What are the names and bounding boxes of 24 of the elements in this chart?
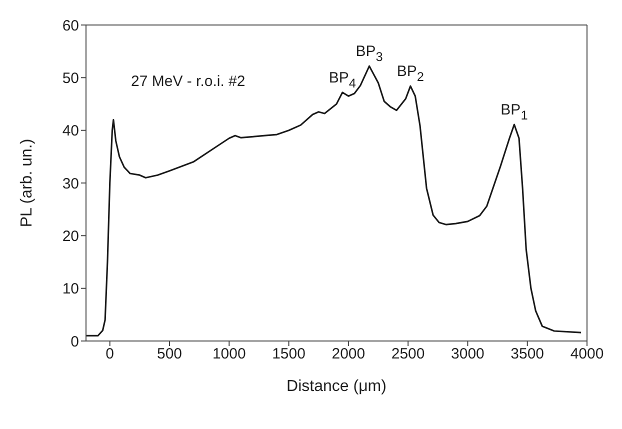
annotation: 27 MeV - r.o.i. #2 — [131, 73, 246, 90]
y-tick-label: 30 — [62, 175, 79, 192]
y-tick-label: 50 — [62, 70, 79, 87]
y-tick-label: 40 — [62, 122, 79, 140]
x-axis-title: Distance (μm) — [286, 378, 386, 395]
line-series — [86, 65, 582, 337]
x-tick-label: 0 — [106, 346, 114, 363]
x-tick-label: 1000 — [212, 346, 246, 363]
y-tick-label: 20 — [62, 228, 79, 245]
y-tick-label: 60 — [62, 17, 79, 34]
annotation: BP$_{4}$ — [328, 69, 356, 90]
x-tick-label: 3500 — [510, 346, 544, 363]
annotation: BP$_{3}$ — [356, 43, 383, 64]
y-tick-label: 10 — [62, 280, 79, 298]
y-tick-label: 0 — [70, 333, 79, 350]
x-tick-label: 2000 — [332, 346, 366, 363]
x-tick-label: 4000 — [570, 346, 604, 363]
x-tick-label: 1500 — [272, 346, 306, 363]
annotation: BP$_{2}$ — [396, 63, 424, 84]
annotation: BP$_{1}$ — [500, 102, 528, 122]
y-axis-title: PL (arb. un.) — [18, 138, 36, 228]
x-tick-label: 2500 — [391, 346, 425, 363]
x-tick-label: 3000 — [451, 346, 484, 363]
x-tick-label: 500 — [156, 346, 182, 363]
